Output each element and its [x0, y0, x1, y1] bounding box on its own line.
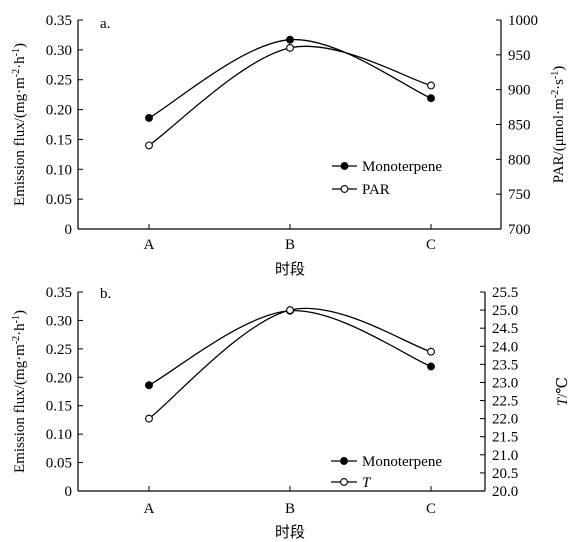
y-tick-label: 0.35 — [46, 285, 72, 301]
data-point-monoterpene — [145, 113, 153, 122]
y-tick-label: 0.10 — [46, 162, 72, 178]
x-axis-title: 时段 — [275, 523, 305, 541]
data-point-monoterpene — [145, 381, 153, 390]
y2-tick-label: 700 — [508, 222, 531, 238]
panel-2: 0 0.05 0.10 0.15 0.20 0.25 0.30 0.35 20.0 20.5 21.… — [11, 285, 572, 541]
y2-axis-title: T/℃ — [555, 377, 571, 406]
y-tick-label: 0.30 — [46, 43, 72, 59]
y2-tick-label: 23.5 — [492, 357, 518, 373]
data-point-t — [286, 306, 294, 315]
y2-tick-label: 23.0 — [492, 375, 518, 391]
data-point-par — [145, 141, 153, 150]
y2-tick-label: 950 — [508, 48, 531, 64]
y-tick-label: 0.05 — [46, 456, 72, 472]
y2-tick-label: 25.5 — [492, 285, 518, 301]
y2-tick-label: 850 — [508, 118, 531, 134]
y-tick-label: 0.25 — [46, 342, 72, 358]
data-point-monoterpene — [427, 94, 435, 103]
y2-tick-label: 24.0 — [492, 339, 518, 355]
y-tick-label: 0.15 — [46, 399, 72, 415]
data-point-t — [145, 414, 153, 423]
y2-tick-label: 900 — [508, 83, 531, 99]
y-tick-label: 0.05 — [46, 192, 72, 208]
y-tick-label: 0.20 — [46, 103, 72, 119]
data-point-monoterpene — [427, 362, 435, 371]
x-tick-label: B — [285, 237, 295, 253]
y-axis-title: Emission flux/(mg·m-2·h-1) — [11, 310, 29, 473]
y-tick-label: 0 — [65, 484, 73, 500]
data-point-par — [286, 43, 294, 52]
legend-label-monoterpene: Monoterpene — [362, 454, 442, 470]
x-tick-label: A — [144, 237, 155, 253]
y2-tick-label: 24.5 — [492, 321, 518, 337]
y2-tick-label: 750 — [508, 187, 531, 203]
y2-tick-label: 25.0 — [492, 303, 518, 319]
y2-tick-label: 1000 — [508, 13, 538, 29]
series-line-monoterpene — [148, 310, 432, 386]
series-line-t — [148, 307, 432, 420]
x-tick-label: C — [426, 501, 436, 517]
y-tick-label: 0.30 — [46, 313, 72, 329]
legend-label-monoterpene: Monoterpene — [362, 159, 442, 175]
y-tick-label: 0 — [65, 222, 73, 238]
panel-label: a. — [100, 16, 110, 32]
y-axis-title: Emission flux/(mg·m-2·h-1) — [11, 43, 29, 206]
x-tick-label: C — [426, 237, 436, 253]
panel-label: b. — [100, 286, 111, 302]
y2-tick-label: 800 — [508, 152, 531, 168]
legend-marker-par — [340, 185, 349, 193]
y2-tick-label: 21.0 — [492, 448, 518, 464]
x-tick-label: A — [144, 501, 155, 517]
y2-tick-label: 20.5 — [492, 466, 518, 482]
y2-tick-label: 22.5 — [492, 394, 518, 410]
y2-axis-title: PAR/(μmol·m-2·s-1) — [550, 66, 568, 184]
x-tick-label: B — [285, 501, 295, 517]
data-point-par — [427, 81, 435, 90]
series-line-par — [148, 45, 432, 146]
data-point-t — [427, 347, 435, 356]
legend-marker-monoterpene — [340, 457, 348, 465]
y-tick-label: 0.20 — [46, 370, 72, 386]
legend-label-t: T — [362, 475, 372, 491]
y2-tick-label: 22.0 — [492, 412, 518, 428]
legend-marker-t — [340, 478, 348, 486]
x-axis-title: 时段 — [275, 260, 305, 278]
y2-tick-label: 21.5 — [492, 430, 518, 446]
panel-1: 0 0.05 0.10 0.15 0.20 0.25 0.30 0.35 700 750 800 85… — [11, 13, 568, 278]
y-tick-label: 0.35 — [46, 13, 72, 29]
y-tick-label: 0.25 — [46, 73, 72, 89]
y-tick-label: 0.15 — [46, 132, 72, 148]
y-tick-label: 0.10 — [46, 427, 72, 443]
legend-label-par: PAR — [362, 182, 390, 198]
y2-tick-label: 20.0 — [492, 484, 518, 500]
data-point-monoterpene — [286, 35, 294, 44]
legend-marker-monoterpene — [340, 162, 349, 170]
